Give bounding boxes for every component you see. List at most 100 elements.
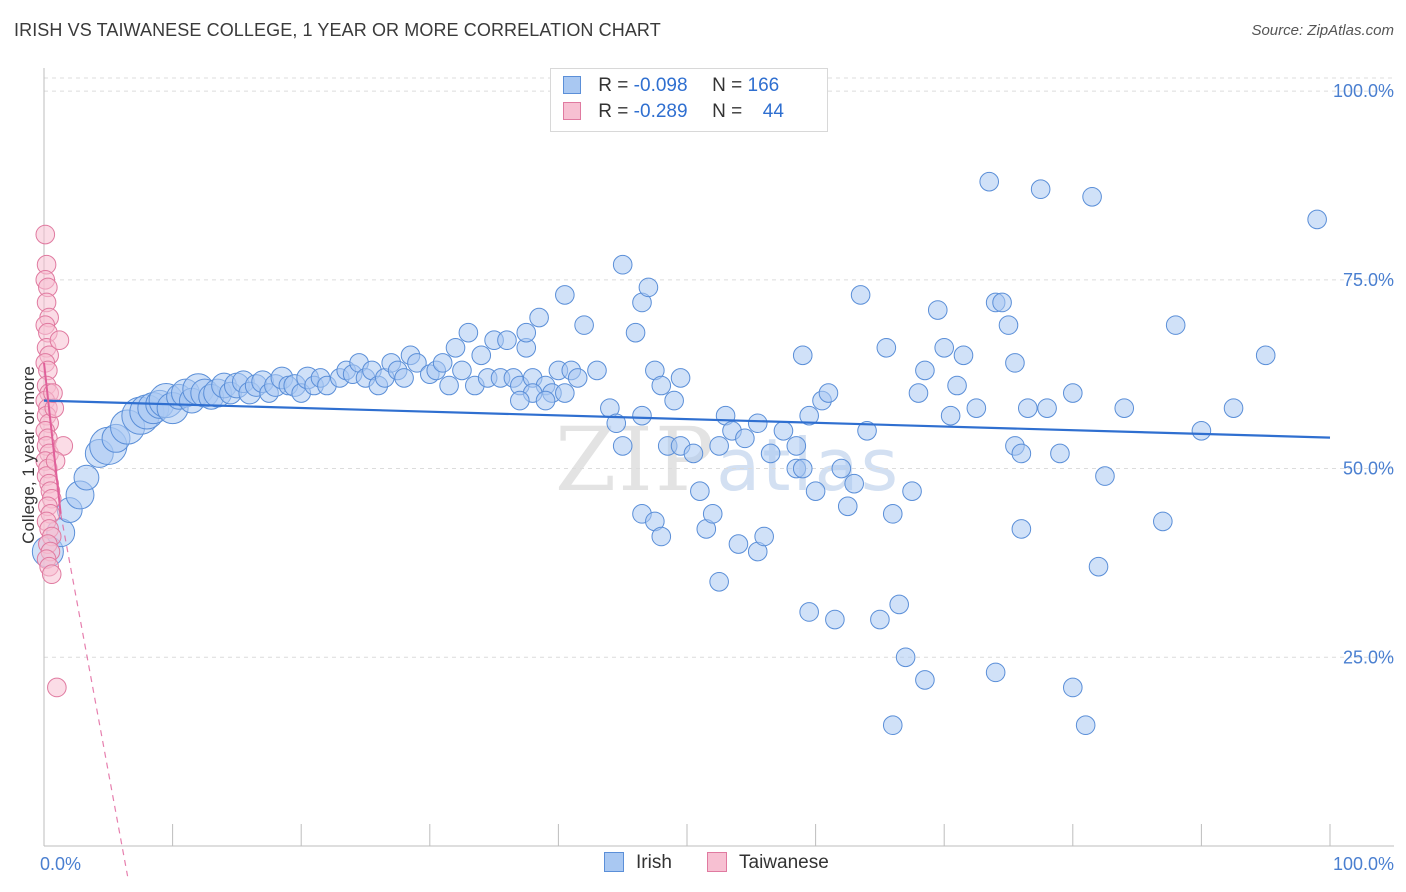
y-tick-label: 25.0% xyxy=(1343,647,1394,667)
data-point xyxy=(407,353,427,373)
data-point xyxy=(915,360,935,381)
data-point xyxy=(452,360,472,381)
x-tick-label-min: 0.0% xyxy=(40,854,81,874)
data-point xyxy=(606,413,627,434)
series-legend-taiwanese[interactable]: Taiwanese xyxy=(707,852,829,874)
data-point xyxy=(1165,315,1186,335)
legend-n-label: N = xyxy=(712,75,743,96)
data-point xyxy=(831,458,852,479)
data-point xyxy=(1017,398,1038,418)
data-point xyxy=(786,436,807,456)
series-swatch-taiwanese xyxy=(707,852,727,872)
data-point xyxy=(702,504,723,524)
series-legend-irish[interactable]: Irish xyxy=(604,852,672,874)
data-point xyxy=(497,330,517,351)
data-point xyxy=(73,464,100,491)
data-point xyxy=(799,405,819,426)
legend-n-label: N = xyxy=(712,101,743,122)
data-point xyxy=(439,375,459,396)
data-point xyxy=(510,390,530,411)
data-point xyxy=(1075,715,1096,736)
data-point xyxy=(882,504,903,524)
legend-r-value: -0.289 xyxy=(633,101,688,122)
data-point xyxy=(792,345,813,366)
data-point xyxy=(735,428,755,449)
data-point xyxy=(799,602,819,622)
data-point xyxy=(889,594,909,615)
data-point xyxy=(445,337,466,358)
data-point xyxy=(1153,511,1173,532)
data-point xyxy=(632,405,652,426)
series-label-taiwanese: Taiwanese xyxy=(739,852,829,873)
data-point xyxy=(805,481,826,501)
data-point xyxy=(670,368,691,388)
data-point xyxy=(947,375,967,396)
data-point xyxy=(1037,398,1057,418)
data-point xyxy=(612,254,633,275)
axis-labels: 25.0% 50.0% 75.0% 100.0% 0.0% 100.0% College, … xyxy=(19,81,1394,874)
data-point xyxy=(1255,345,1276,366)
data-point xyxy=(1011,519,1032,539)
legend-swatch-irish xyxy=(563,76,581,94)
data-point xyxy=(1050,443,1070,464)
data-point xyxy=(818,383,839,403)
y-tick-label: 50.0% xyxy=(1343,459,1394,479)
data-point xyxy=(651,526,672,547)
legend-row-taiwanese: R = -0.289 N = 44 xyxy=(563,101,784,125)
data-point xyxy=(998,315,1019,335)
legend-n-value: 44 xyxy=(762,101,784,122)
data-point xyxy=(709,436,729,456)
data-point xyxy=(47,677,67,698)
data-point xyxy=(49,330,70,351)
data-point xyxy=(471,345,492,366)
data-point xyxy=(567,368,588,388)
data-point xyxy=(908,383,929,403)
y-tick-label: 100.0% xyxy=(1333,81,1394,101)
data-point xyxy=(754,526,774,547)
data-point xyxy=(857,421,877,441)
data-point xyxy=(41,564,62,585)
data-point xyxy=(432,353,453,373)
data-point xyxy=(664,390,684,411)
data-point xyxy=(690,481,710,501)
data-point xyxy=(940,405,961,426)
data-point xyxy=(516,322,537,343)
y-tick-label: 75.0% xyxy=(1343,270,1394,290)
data-point xyxy=(1114,398,1135,418)
data-point xyxy=(535,390,556,411)
data-point xyxy=(966,398,987,418)
data-point xyxy=(844,473,864,494)
data-point xyxy=(1063,383,1083,403)
grid-lines xyxy=(44,77,1394,658)
legend-swatch-taiwanese xyxy=(563,102,581,120)
data-point xyxy=(850,285,871,305)
data-point xyxy=(683,443,704,464)
series-swatch-irish xyxy=(604,852,624,872)
data-point xyxy=(895,647,916,668)
series-legend: Irish Taiwanese xyxy=(0,852,1406,878)
data-point xyxy=(638,277,659,298)
data-point xyxy=(35,224,56,245)
legend-row-irish: R = -0.098 N = 166 xyxy=(563,75,779,99)
data-point xyxy=(1011,443,1032,464)
axes xyxy=(43,68,1394,847)
data-point xyxy=(1082,186,1102,207)
data-point xyxy=(1191,421,1212,441)
chart-title: IRISH VS TAIWANESE COLLEGE, 1 YEAR OR MO… xyxy=(14,20,661,40)
x-tick-label-max: 100.0% xyxy=(1333,854,1394,874)
trend-line-taiwanese xyxy=(43,362,62,514)
series-irish-points xyxy=(31,171,1327,736)
data-point xyxy=(915,670,935,690)
data-point xyxy=(728,534,749,554)
data-point xyxy=(574,315,594,335)
data-point xyxy=(979,171,1000,192)
data-point xyxy=(1307,209,1327,230)
data-point xyxy=(876,337,897,358)
data-point xyxy=(612,436,633,456)
data-point xyxy=(934,337,955,358)
data-point xyxy=(555,285,575,305)
data-point xyxy=(760,443,781,464)
data-point xyxy=(902,481,922,501)
data-point xyxy=(953,345,974,366)
